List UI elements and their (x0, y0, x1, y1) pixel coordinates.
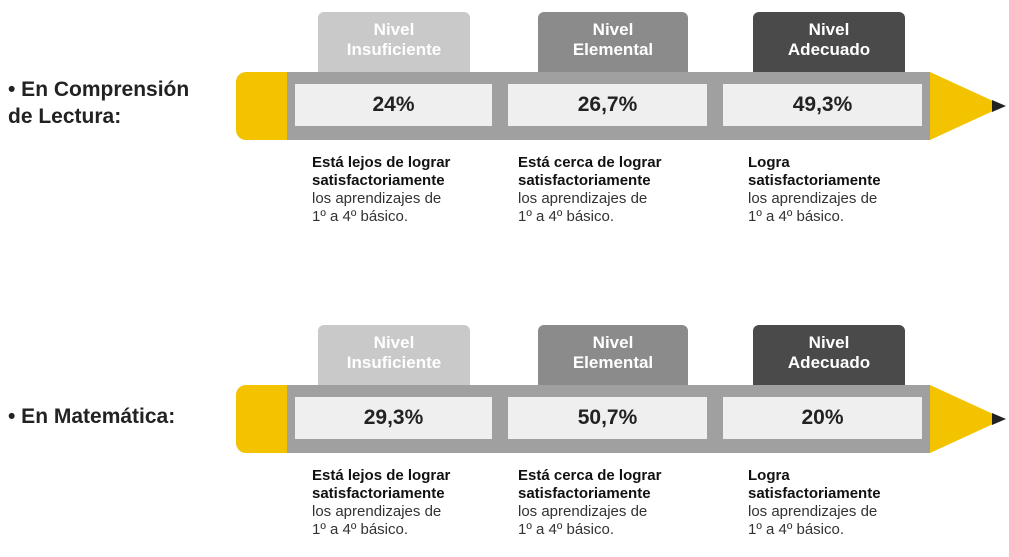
pencil-tip (930, 385, 1009, 453)
level-percent: 20% (723, 397, 922, 439)
description-text: los aprendizajes de (748, 190, 948, 208)
level-title: Insuficiente (318, 353, 470, 373)
level-title: Nivel (538, 20, 688, 40)
tip-lead (992, 413, 1006, 425)
tip-lead (992, 100, 1006, 112)
description-bold: satisfactoriamente (312, 485, 512, 503)
level-title: Elemental (538, 353, 688, 373)
description-text: 1º a 4º básico. (518, 521, 718, 539)
description-bold: satisfactoriamente (748, 485, 948, 503)
description-bold: Está cerca de lograr (518, 154, 718, 172)
level-title: Nivel (318, 20, 470, 40)
level-percent: 49,3% (723, 84, 922, 126)
description-bold: Logra (748, 154, 948, 172)
level-title: Nivel (753, 333, 905, 353)
description-bold: satisfactoriamente (312, 172, 512, 190)
description-bold: Está lejos de lograr (312, 467, 512, 485)
description-text: los aprendizajes de (518, 190, 718, 208)
description-text: los aprendizajes de (312, 503, 512, 521)
infographic: • En Comprensiónde Lectura:NivelInsufici… (0, 0, 1009, 557)
level-percent: 50,7% (508, 397, 707, 439)
description-bold: satisfactoriamente (518, 172, 718, 190)
description-bold: satisfactoriamente (518, 485, 718, 503)
level-title: Nivel (753, 20, 905, 40)
description-text: 1º a 4º básico. (312, 208, 512, 226)
description-text: los aprendizajes de (312, 190, 512, 208)
label-line: • En Matemática: (8, 403, 175, 430)
description-text: los aprendizajes de (518, 503, 718, 521)
section-label: • En Matemática: (8, 403, 175, 430)
level-title: Adecuado (753, 40, 905, 60)
level-title: Insuficiente (318, 40, 470, 60)
level-title: Elemental (538, 40, 688, 60)
description-text: 1º a 4º básico. (748, 208, 948, 226)
level-title: Nivel (318, 333, 470, 353)
label-line: • En Comprensión (8, 76, 189, 103)
pencil-tip (930, 72, 1009, 140)
level-percent: 29,3% (295, 397, 492, 439)
description-bold: satisfactoriamente (748, 172, 948, 190)
description-text: 1º a 4º básico. (518, 208, 718, 226)
description-bold: Está lejos de lograr (312, 154, 512, 172)
description-bold: Logra (748, 467, 948, 485)
description-text: los aprendizajes de (748, 503, 948, 521)
level-title: Nivel (538, 333, 688, 353)
level-percent: 26,7% (508, 84, 707, 126)
description-bold: Está cerca de lograr (518, 467, 718, 485)
level-title: Adecuado (753, 353, 905, 373)
label-line: de Lectura: (8, 103, 189, 130)
description-text: 1º a 4º básico. (312, 521, 512, 539)
description-text: 1º a 4º básico. (748, 521, 948, 539)
level-percent: 24% (295, 84, 492, 126)
